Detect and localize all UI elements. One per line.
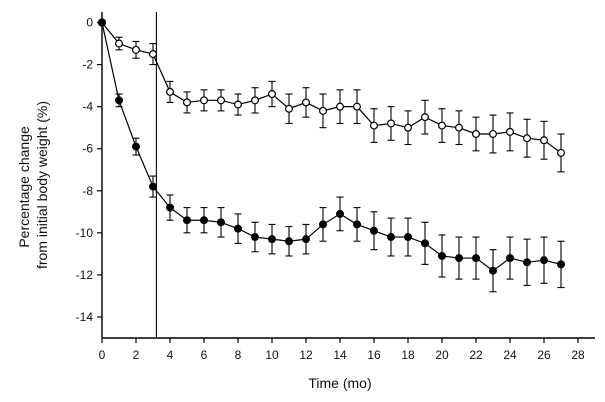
y-axis-label-line-2: from initial body weight (%) bbox=[34, 101, 50, 269]
data-point-filled bbox=[114, 96, 123, 105]
x-tick-label: 26 bbox=[537, 348, 551, 362]
data-point-open bbox=[522, 134, 531, 143]
data-point-open bbox=[285, 104, 294, 113]
data-point-open bbox=[319, 106, 328, 115]
data-point-open bbox=[539, 136, 548, 145]
data-point-open bbox=[200, 96, 209, 105]
data-point-filled bbox=[251, 233, 260, 242]
data-point-open bbox=[455, 123, 464, 132]
data-point-filled bbox=[404, 233, 413, 242]
data-point-filled bbox=[455, 254, 464, 263]
data-point-filled bbox=[319, 220, 328, 229]
y-tick-label: -14 bbox=[76, 310, 94, 324]
data-point-open bbox=[556, 148, 565, 157]
x-tick-label: 28 bbox=[571, 348, 585, 362]
data-point-open bbox=[268, 90, 277, 99]
y-tick-label: -2 bbox=[82, 58, 93, 72]
x-tick-label: 12 bbox=[299, 348, 313, 362]
data-point-open bbox=[387, 119, 396, 128]
data-point-open bbox=[234, 100, 243, 109]
data-point-filled bbox=[183, 216, 192, 225]
y-tick-label: -6 bbox=[82, 142, 93, 156]
x-tick-label: 18 bbox=[401, 348, 415, 362]
data-point-filled bbox=[370, 226, 379, 235]
data-point-open bbox=[114, 39, 123, 48]
plot-area: 0-2-4-6-8-10-12-140 2 4 6 8 10 12 14 16 18 20 22 24 2… bbox=[76, 12, 595, 362]
y-tick-label: -4 bbox=[82, 100, 93, 114]
data-point-filled bbox=[472, 254, 481, 263]
x-tick-label: 14 bbox=[333, 348, 347, 362]
data-point-open bbox=[404, 123, 413, 132]
data-point-filled bbox=[556, 260, 565, 269]
x-tick-label: 20 bbox=[435, 348, 449, 362]
data-point-open bbox=[183, 98, 192, 107]
data-point-open bbox=[353, 102, 362, 111]
x-axis-label: Time (mo) bbox=[308, 375, 371, 391]
data-point-filled bbox=[200, 216, 209, 225]
data-point-filled bbox=[166, 203, 175, 212]
data-point-open bbox=[489, 129, 498, 138]
data-point-filled bbox=[438, 251, 447, 260]
data-point-filled bbox=[489, 266, 498, 275]
data-point-filled bbox=[302, 235, 311, 244]
x-tick-label: 2 bbox=[133, 348, 140, 362]
y-tick-label: -8 bbox=[82, 184, 93, 198]
data-point-filled bbox=[268, 235, 277, 244]
series-filled-line bbox=[101, 22, 562, 272]
data-point-open bbox=[421, 113, 430, 122]
data-point-filled bbox=[217, 218, 226, 227]
data-point-open bbox=[251, 96, 260, 105]
x-tick-label: 24 bbox=[503, 348, 517, 362]
y-axis-label-line-1: Percentage change bbox=[16, 126, 32, 248]
data-point-open bbox=[438, 121, 447, 130]
x-tick-label: 6 bbox=[201, 348, 208, 362]
y-tick-label: -12 bbox=[76, 268, 94, 282]
y-tick-label: 0 bbox=[86, 16, 93, 30]
data-point-open bbox=[217, 96, 226, 105]
data-point-filled bbox=[353, 220, 362, 229]
data-point-open bbox=[132, 45, 141, 54]
data-point-open bbox=[336, 102, 345, 111]
data-point-open bbox=[302, 98, 311, 107]
data-point-filled bbox=[421, 239, 430, 248]
series-open-line bbox=[101, 22, 562, 154]
data-point-filled bbox=[506, 254, 515, 263]
data-point-open bbox=[166, 87, 175, 96]
data-point-open bbox=[472, 129, 481, 138]
data-point-open bbox=[506, 127, 515, 136]
data-point-open bbox=[370, 121, 379, 130]
x-tick-label: 22 bbox=[469, 348, 483, 362]
x-tick-label: 10 bbox=[265, 348, 279, 362]
x-tick-label: 4 bbox=[167, 348, 174, 362]
data-point-filled bbox=[149, 182, 158, 191]
data-point-filled bbox=[522, 258, 531, 267]
x-tick-label: 8 bbox=[235, 348, 242, 362]
x-tick-label: 0 bbox=[99, 348, 106, 362]
y-tick-label: -10 bbox=[76, 226, 94, 240]
data-point-filled bbox=[539, 256, 548, 265]
data-point-filled bbox=[97, 18, 106, 27]
y-axis-label: Percentage change from initial body weig… bbox=[16, 101, 50, 269]
data-point-filled bbox=[336, 209, 345, 218]
data-point-filled bbox=[387, 233, 396, 242]
data-point-filled bbox=[285, 237, 294, 246]
data-point-filled bbox=[234, 224, 243, 233]
data-point-open bbox=[149, 50, 158, 59]
x-tick-label: 16 bbox=[367, 348, 381, 362]
data-point-filled bbox=[132, 142, 141, 151]
